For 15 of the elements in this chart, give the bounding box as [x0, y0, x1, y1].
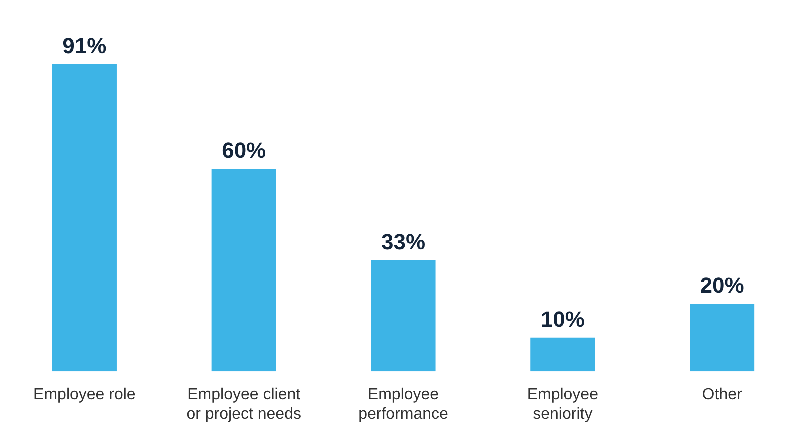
x-tick-label: Employee client or project needs [186, 386, 302, 423]
bar [212, 169, 276, 372]
x-tick-label: Employee role [34, 386, 136, 404]
x-tick-label: Other [702, 386, 743, 404]
data-label: 91% [62, 33, 107, 58]
data-label: 33% [381, 229, 426, 254]
bar [530, 338, 596, 372]
data-label: 60% [222, 138, 266, 164]
x-tick-label: Employee performance [358, 386, 449, 423]
bar [371, 260, 436, 372]
bar [52, 64, 117, 372]
data-label: 10% [540, 306, 585, 332]
x-tick-label: Employee seniority [527, 386, 599, 423]
bar [690, 304, 755, 372]
data-label: 20% [700, 273, 744, 298]
